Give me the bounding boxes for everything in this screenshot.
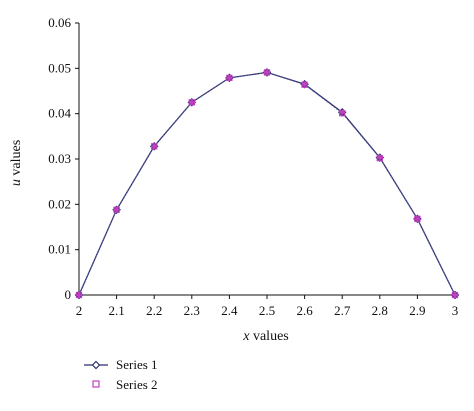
series-2-point bbox=[451, 291, 459, 299]
x-axis-label-variable: x bbox=[242, 329, 250, 344]
x-tick-label: 2.5 bbox=[259, 303, 275, 318]
series-2-point bbox=[376, 154, 383, 162]
series-2-point bbox=[113, 206, 120, 213]
series-2-point bbox=[301, 81, 308, 88]
y-tick-label: 0 bbox=[65, 287, 72, 302]
axes bbox=[78, 23, 455, 296]
y-axis-ticks: 0 0.01 0.02 0.03 0.04 0.05 0.06 bbox=[48, 15, 79, 302]
legend: Series 1 Series 2 bbox=[84, 357, 158, 392]
legend-label-series-1: Series 1 bbox=[116, 357, 158, 372]
x-tick-label: 2.9 bbox=[409, 303, 425, 318]
x-tick-label: 2.4 bbox=[221, 303, 238, 318]
y-tick-label: 0.06 bbox=[48, 15, 71, 30]
y-tick-label: 0.05 bbox=[48, 60, 71, 75]
series-2-point bbox=[188, 99, 195, 106]
y-tick-label: 0.02 bbox=[48, 196, 71, 211]
series-2-point bbox=[339, 110, 346, 117]
x-tick-label: 2.3 bbox=[184, 303, 200, 318]
y-tick-label: 0.04 bbox=[48, 106, 71, 121]
x-tick-label: 2.8 bbox=[372, 303, 388, 318]
x-tick-label: 2 bbox=[76, 303, 83, 318]
y-axis-label-variable: u bbox=[9, 179, 24, 186]
x-tick-label: 2.2 bbox=[146, 303, 162, 318]
legend-label-series-2: Series 2 bbox=[116, 377, 158, 392]
series-line-1 bbox=[78, 71, 456, 296]
series-line-2 bbox=[78, 71, 456, 296]
x-tick-label: 3 bbox=[452, 303, 459, 318]
y-tick-label: 0.03 bbox=[48, 151, 71, 166]
x-tick-label: 2.7 bbox=[334, 303, 351, 318]
series-2-point bbox=[414, 215, 421, 222]
x-axis-label-rest: values bbox=[249, 329, 288, 344]
y-axis-label: u values bbox=[9, 140, 24, 186]
x-tick-label: 2.1 bbox=[108, 303, 124, 318]
x-axis-ticks: 2 2.1 2.2 2.3 2.4 2.5 2.6 2.7 2.8 2.9 3 bbox=[76, 295, 459, 318]
series-2-point bbox=[226, 74, 233, 82]
legend-item-series-1: Series 1 bbox=[84, 357, 158, 372]
legend-marker-series-1 bbox=[91, 360, 101, 370]
series-layer bbox=[74, 68, 460, 300]
y-tick-label: 0.01 bbox=[48, 242, 71, 257]
y-axis-label-rest: values bbox=[9, 140, 24, 179]
x-axis-label: x values bbox=[242, 329, 288, 344]
series-2-point bbox=[263, 69, 271, 76]
legend-item-series-2: Series 2 bbox=[92, 377, 158, 392]
series-2-point bbox=[151, 143, 158, 150]
series-2-point bbox=[75, 291, 83, 299]
x-tick-label: 2.6 bbox=[296, 303, 313, 318]
legend-marker-series-2 bbox=[92, 380, 100, 388]
